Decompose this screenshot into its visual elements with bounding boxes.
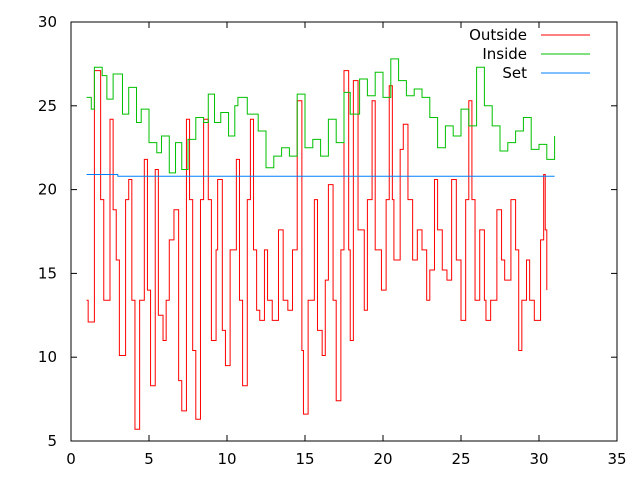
- x-tick-label: 15: [295, 450, 314, 468]
- y-tick-label: 10: [38, 348, 57, 366]
- plot-frame: [70, 21, 618, 442]
- x-tick-label: 5: [144, 450, 154, 468]
- y-tick-label: 15: [38, 264, 57, 282]
- x-tick-label: 25: [451, 450, 470, 468]
- series-lines: [86, 58, 556, 430]
- y-tick-label: 5: [47, 432, 57, 450]
- legend-label-set: Set: [502, 64, 527, 82]
- x-tick-label: 30: [529, 450, 548, 468]
- y-tick-label: 25: [38, 97, 57, 115]
- x-tick-label: 35: [607, 450, 626, 468]
- series-line-set: [86, 174, 555, 177]
- series-line-inside: [86, 58, 556, 174]
- legend-label-inside: Inside: [482, 45, 527, 63]
- series-line-outside: [86, 70, 548, 430]
- y-tick-label: 20: [38, 181, 57, 199]
- x-tick-label: 10: [217, 450, 236, 468]
- x-tick-label: 20: [373, 450, 392, 468]
- y-tick-label: 30: [38, 13, 57, 31]
- x-tick-label: 0: [66, 450, 76, 468]
- legend-label-outside: Outside: [469, 26, 527, 44]
